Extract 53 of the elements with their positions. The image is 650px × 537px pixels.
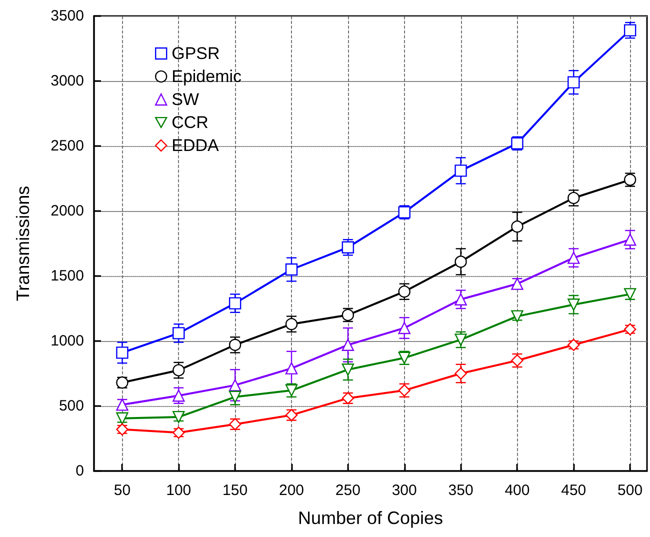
y-tick-label: 2500 [50, 138, 84, 154]
point [285, 362, 298, 374]
point [116, 398, 128, 411]
point [285, 318, 298, 330]
point [454, 293, 467, 306]
point [342, 338, 354, 351]
point [624, 234, 636, 246]
point [511, 220, 524, 233]
point [454, 334, 467, 346]
point [228, 379, 242, 392]
legend-label: GPSR [172, 44, 220, 63]
point [454, 367, 467, 380]
point [172, 364, 185, 376]
point [454, 164, 467, 177]
y-tick-label: 3000 [50, 72, 84, 90]
x-axis-title: Number of Copies [298, 508, 444, 528]
point [228, 338, 242, 351]
y-axis-title: Transmissions [13, 186, 33, 302]
y-tick-label: 500 [58, 398, 84, 414]
point [172, 390, 185, 402]
point [398, 322, 410, 334]
x-tick-label: 250 [335, 482, 360, 499]
point [568, 252, 580, 264]
y-tick-label: 1000 [50, 332, 84, 350]
point [228, 297, 242, 310]
point [342, 364, 354, 376]
x-tick-label: 350 [448, 482, 474, 499]
point [454, 256, 467, 268]
y-tick-label: 2000 [50, 202, 84, 220]
x-tick-label: 200 [278, 482, 304, 499]
legend-label: CCR [172, 113, 208, 132]
legend-label: EDDA [172, 136, 220, 155]
legend-label: SW [172, 90, 199, 109]
x-tick-label: 300 [392, 482, 417, 499]
x-tick-label: 400 [504, 482, 530, 499]
x-tick-label: 150 [222, 482, 248, 499]
x-tick-label: 50 [114, 482, 131, 499]
point [228, 390, 242, 403]
y-tick-label: 0 [76, 462, 84, 480]
y-tick-label: 3500 [50, 8, 84, 24]
point [568, 76, 580, 88]
point [624, 24, 636, 36]
legend-label: Epidemic [172, 67, 242, 86]
point [116, 346, 128, 359]
point [285, 263, 298, 276]
x-tick-label: 500 [618, 482, 643, 499]
point [342, 241, 354, 254]
x-tick-label: 450 [561, 482, 586, 499]
point [568, 298, 580, 311]
y-tick-label: 1500 [50, 268, 84, 284]
x-tick-label: 100 [166, 482, 192, 499]
point [172, 327, 185, 340]
point [398, 286, 410, 298]
